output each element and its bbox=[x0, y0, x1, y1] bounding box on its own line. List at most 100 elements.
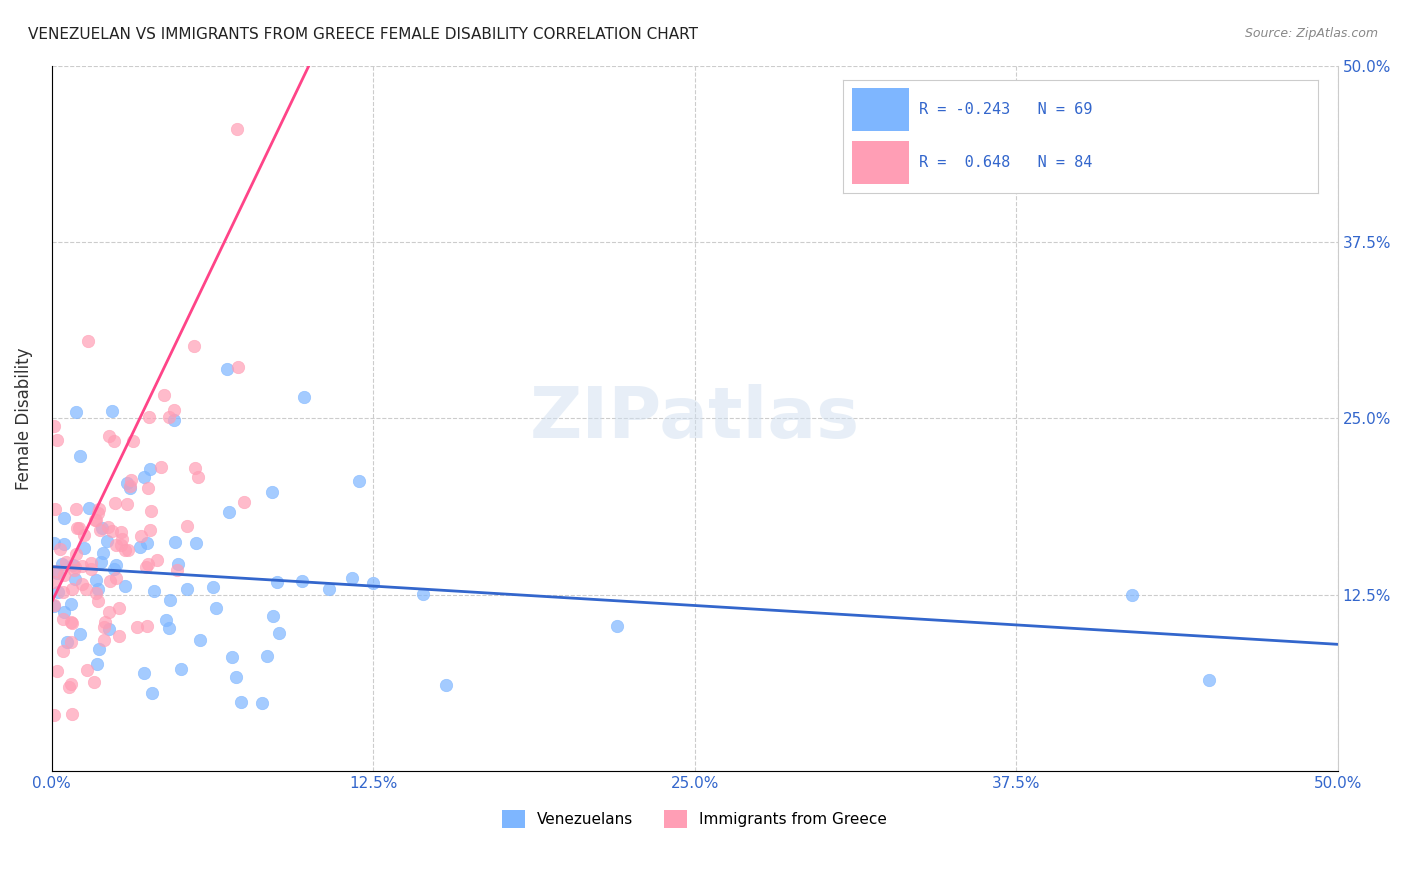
Point bbox=[94, 615, 117, 630]
Point bbox=[96, 533, 118, 548]
Point bbox=[115, 475, 138, 490]
Point bbox=[1121, 588, 1143, 602]
Point bbox=[45, 564, 67, 578]
Point bbox=[52, 644, 75, 658]
Point bbox=[201, 580, 224, 594]
Point bbox=[291, 574, 314, 588]
Point bbox=[135, 619, 157, 633]
Point bbox=[434, 678, 457, 692]
Point bbox=[91, 521, 114, 535]
Point bbox=[65, 405, 87, 419]
Point bbox=[104, 496, 127, 510]
Y-axis label: Female Disability: Female Disability bbox=[15, 347, 32, 490]
Point bbox=[134, 470, 156, 484]
Point bbox=[226, 359, 249, 374]
Point bbox=[87, 594, 110, 608]
Point bbox=[142, 584, 165, 599]
Point bbox=[86, 657, 108, 671]
Point bbox=[52, 537, 75, 551]
Point bbox=[63, 560, 86, 574]
Point bbox=[72, 577, 94, 591]
Point bbox=[225, 670, 247, 684]
Point bbox=[149, 459, 172, 474]
Point bbox=[183, 460, 205, 475]
Point bbox=[76, 663, 98, 677]
Point bbox=[44, 535, 66, 549]
Point bbox=[139, 523, 162, 537]
Point bbox=[72, 558, 94, 573]
Point bbox=[67, 521, 90, 535]
Point bbox=[63, 572, 86, 586]
Point bbox=[87, 501, 110, 516]
Point bbox=[76, 334, 98, 348]
Text: VENEZUELAN VS IMMIGRANTS FROM GREECE FEMALE DISABILITY CORRELATION CHART: VENEZUELAN VS IMMIGRANTS FROM GREECE FEM… bbox=[28, 27, 699, 42]
Point bbox=[60, 615, 83, 630]
Point bbox=[187, 470, 209, 484]
Point bbox=[98, 428, 121, 442]
Point bbox=[267, 625, 290, 640]
Point bbox=[138, 409, 160, 424]
Point bbox=[361, 575, 384, 590]
Point bbox=[97, 520, 120, 534]
Point bbox=[129, 541, 152, 555]
Point bbox=[101, 404, 124, 418]
Point bbox=[77, 501, 100, 516]
Point bbox=[51, 557, 73, 571]
Point bbox=[59, 677, 82, 691]
Point bbox=[231, 695, 253, 709]
Point bbox=[86, 506, 108, 520]
Point bbox=[60, 706, 83, 721]
Point bbox=[80, 556, 103, 570]
Point bbox=[159, 593, 181, 607]
Point bbox=[86, 513, 108, 527]
Legend: Venezuelans, Immigrants from Greece: Venezuelans, Immigrants from Greece bbox=[496, 804, 893, 834]
Point bbox=[69, 627, 91, 641]
Point bbox=[262, 608, 284, 623]
Point bbox=[292, 390, 315, 404]
Point bbox=[104, 538, 127, 552]
Point bbox=[46, 584, 69, 599]
Point bbox=[110, 538, 132, 552]
Point bbox=[205, 601, 228, 615]
Point bbox=[53, 511, 76, 525]
Point bbox=[138, 481, 160, 495]
Point bbox=[349, 474, 371, 488]
Point bbox=[120, 481, 142, 495]
Point bbox=[52, 605, 75, 619]
Point bbox=[104, 571, 127, 585]
Point bbox=[157, 621, 180, 635]
Point bbox=[101, 524, 124, 539]
Point bbox=[132, 665, 155, 680]
Point bbox=[48, 541, 70, 556]
Point bbox=[125, 620, 148, 634]
Point bbox=[45, 566, 67, 581]
Point bbox=[163, 403, 186, 417]
Point bbox=[167, 558, 190, 572]
Point bbox=[98, 574, 121, 588]
Point bbox=[103, 562, 125, 576]
Point bbox=[90, 555, 112, 569]
Point bbox=[44, 599, 66, 614]
Point bbox=[84, 513, 107, 527]
Point bbox=[141, 686, 163, 700]
Point bbox=[176, 519, 198, 533]
Point bbox=[46, 664, 69, 678]
Point bbox=[44, 502, 66, 516]
Text: Source: ZipAtlas.com: Source: ZipAtlas.com bbox=[1244, 27, 1378, 40]
Point bbox=[114, 579, 136, 593]
Point bbox=[66, 521, 89, 535]
Point bbox=[84, 573, 107, 587]
Point bbox=[52, 612, 75, 626]
Point bbox=[266, 575, 288, 590]
Point bbox=[73, 541, 96, 556]
Point bbox=[120, 473, 142, 487]
Point bbox=[62, 558, 84, 573]
Point bbox=[108, 629, 131, 643]
Point bbox=[155, 613, 177, 627]
Point bbox=[55, 555, 77, 569]
Point bbox=[233, 495, 256, 509]
Point bbox=[111, 532, 134, 546]
Point bbox=[1198, 673, 1220, 687]
Point bbox=[122, 434, 145, 448]
Point bbox=[165, 535, 187, 549]
